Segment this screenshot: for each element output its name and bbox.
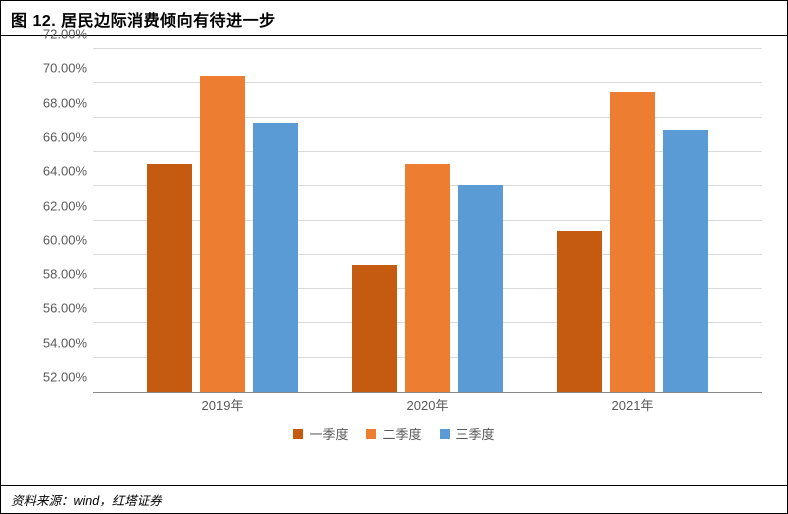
bar-group — [352, 49, 503, 392]
y-tick-label: 60.00% — [21, 232, 87, 247]
bar — [352, 265, 397, 392]
legend-swatch — [440, 429, 450, 439]
legend-label: 一季度 — [309, 424, 348, 443]
bar — [610, 92, 655, 392]
legend-label: 二季度 — [382, 424, 421, 443]
y-tick-label: 72.00% — [21, 27, 87, 42]
chart-area: 52.00% 54.00% 56.00% 58.00% 60.00% 62.00% 64.0… — [21, 43, 767, 453]
legend-label: 三季度 — [456, 424, 495, 443]
legend: 一季度 二季度 三季度 — [21, 424, 767, 443]
bar — [663, 130, 708, 392]
y-tick-label: 66.00% — [21, 129, 87, 144]
bar — [458, 185, 503, 393]
bar — [147, 164, 192, 392]
bar-group — [147, 49, 298, 392]
source-footer: 资料来源：wind，红塔证券 — [1, 485, 787, 513]
bar — [253, 123, 298, 392]
y-tick-label: 58.00% — [21, 267, 87, 282]
y-tick-label: 68.00% — [21, 95, 87, 110]
figure-container: 图 12. 居民边际消费倾向有待进一步 52.00% 54.00% 56.00% 58… — [0, 0, 788, 514]
legend-item: 一季度 — [293, 424, 348, 443]
y-tick-label: 70.00% — [21, 61, 87, 76]
legend-item: 三季度 — [440, 424, 495, 443]
bar — [200, 76, 245, 392]
y-tick-label: 64.00% — [21, 164, 87, 179]
legend-item: 二季度 — [366, 424, 421, 443]
y-tick-label: 56.00% — [21, 301, 87, 316]
bar — [557, 231, 602, 392]
y-tick-label: 54.00% — [21, 335, 87, 350]
y-tick-label: 52.00% — [21, 370, 87, 385]
x-tick-label: 2019年 — [202, 395, 244, 414]
bar-group — [557, 49, 708, 392]
figure-title: 图 12. 居民边际消费倾向有待进一步 — [1, 1, 787, 36]
x-tick-label: 2020年 — [407, 395, 449, 414]
y-tick-label: 62.00% — [21, 198, 87, 213]
legend-swatch — [293, 429, 303, 439]
plot-region: 52.00%54.00%56.00%58.00%60.00%62.00%64.0… — [93, 49, 762, 393]
legend-swatch — [366, 429, 376, 439]
bar — [405, 164, 450, 392]
x-tick-label: 2021年 — [612, 395, 654, 414]
